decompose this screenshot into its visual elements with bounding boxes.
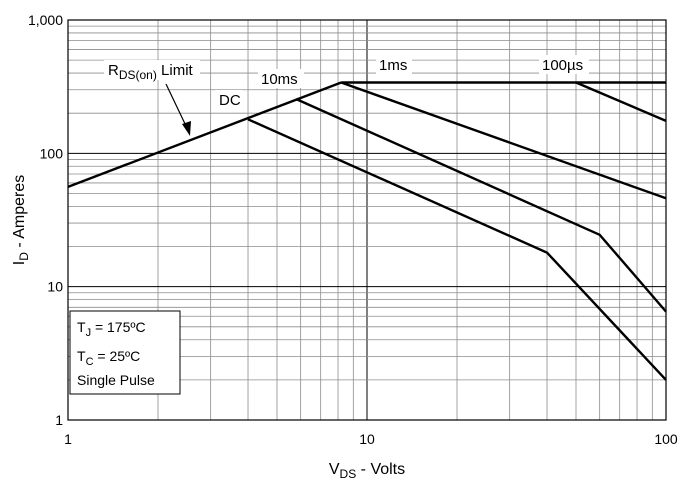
ten-ms-label: 10ms: [261, 71, 298, 88]
y-tick-label: 100: [40, 145, 64, 161]
rds-limit-arrow: [166, 84, 187, 128]
x-tick-label: 1: [64, 431, 72, 447]
y-tick-labels: 1 10 100 1,000: [28, 12, 63, 428]
series-10ms-line: [296, 99, 666, 312]
x-axis-title: VDS - Volts: [329, 461, 405, 481]
hundred-us-label: 100µs: [542, 57, 583, 74]
one-ms-label: 1ms: [379, 57, 407, 74]
x-tick-label: 100: [654, 431, 678, 447]
y-tick-label: 10: [47, 279, 63, 295]
y-tick-label: 1,000: [28, 12, 63, 28]
x-tick-label: 10: [359, 431, 375, 447]
y-axis-title: ID - Amperes: [11, 175, 31, 265]
single-pulse-text: Single Pulse: [77, 372, 155, 388]
series-r-ds-on-limit-line: [68, 83, 341, 187]
y-tick-label: 1: [55, 412, 63, 428]
x-tick-labels: 1 10 100: [64, 431, 678, 447]
rds-limit-arrowhead: [182, 121, 191, 136]
conditions-box: TJ = 175ºC TC = 25ºC Single Pulse: [70, 311, 180, 394]
dc-label: DC: [219, 92, 241, 109]
